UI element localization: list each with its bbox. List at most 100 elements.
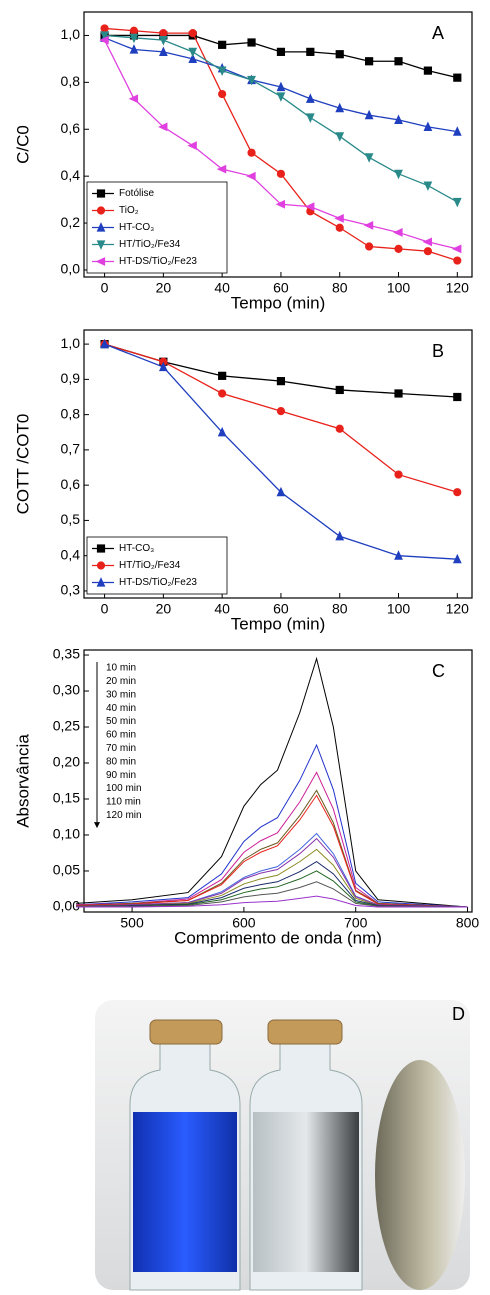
marker: [453, 488, 462, 497]
marker: [453, 392, 462, 402]
legend: HT-CO₃ HT/TiO₂/Fe34 HT-DS/TiO₂/Fe23: [86, 536, 228, 595]
marker: [335, 385, 344, 395]
marker: [100, 24, 109, 33]
marker: [394, 389, 403, 398]
panel-label: C: [432, 661, 445, 681]
marker: [128, 94, 139, 104]
marker: [96, 222, 106, 232]
marker: [453, 256, 462, 265]
marker: [451, 244, 462, 254]
x-tick-label: 40: [214, 280, 230, 296]
marker: [335, 50, 344, 59]
marker: [218, 371, 227, 380]
chart: 0 20 40 60 80 100 120 0,0 0,2 0,4 0,6 0,8 1,0 Tempo (…: [13, 11, 473, 312]
marker: [423, 181, 433, 191]
marker: [96, 189, 106, 198]
y-tick-label: 0,6: [61, 120, 81, 136]
y-tick-label: 0,5: [61, 511, 81, 527]
marker: [217, 426, 227, 437]
x-tick-label: 700: [344, 915, 368, 931]
marker: [158, 46, 168, 56]
x-tick-label: 20: [156, 280, 172, 296]
x-tick-label: 120: [446, 280, 470, 296]
y-tick-label: 0,10: [53, 826, 80, 842]
plot-frame: [83, 11, 473, 278]
x-tick-label: 20: [156, 601, 172, 617]
marker: [246, 171, 256, 181]
y-tick-label: 1,0: [61, 335, 81, 351]
marker: [364, 109, 374, 120]
series-line: [104, 34, 458, 79]
photo: D: [95, 1000, 470, 1291]
marker: [306, 47, 315, 56]
marker: [96, 240, 106, 250]
cork: [149, 1019, 223, 1045]
marker: [100, 31, 109, 41]
marker: [99, 35, 109, 45]
x-tick-label: 60: [273, 601, 289, 617]
x-tick-label: 500: [120, 915, 144, 931]
marker: [217, 66, 227, 77]
marker: [276, 81, 286, 92]
legend-label: 100 min: [106, 783, 142, 794]
marker: [276, 47, 286, 56]
marker: [218, 40, 227, 49]
marker: [129, 33, 139, 44]
marker: [218, 89, 227, 99]
legend-arrowhead: [94, 822, 100, 829]
series-line: [76, 895, 468, 908]
y-tick-label: 0,8: [61, 405, 81, 421]
legend-label: Fotólise: [119, 188, 154, 199]
marker: [129, 26, 139, 35]
legend-label: HT/TiO₂/Fe34: [119, 560, 181, 571]
marker: [335, 132, 345, 142]
legend-label: 10 min: [106, 663, 136, 674]
y-tick-label: 0,35: [53, 646, 80, 662]
legend-label: 90 min: [106, 770, 136, 781]
marker: [276, 92, 286, 102]
marker: [335, 530, 345, 541]
marker: [100, 338, 109, 349]
legend-label: 80 min: [106, 756, 136, 767]
y-tick-label: 0,30: [53, 682, 80, 698]
marker: [365, 57, 374, 66]
series-line: [76, 771, 468, 908]
series-line: [76, 861, 468, 908]
marker: [394, 169, 403, 180]
marker: [129, 44, 139, 54]
marker: [423, 66, 433, 75]
marker: [365, 242, 374, 251]
legend-label: TiO₂: [119, 205, 139, 216]
panel-label: D: [452, 1004, 465, 1024]
x-axis-title: Tempo (min): [231, 293, 325, 312]
marker: [335, 223, 344, 232]
marker: [422, 237, 433, 247]
marker: [247, 148, 256, 157]
marker: [95, 257, 106, 266]
legend-label: 50 min: [106, 716, 136, 727]
marker: [393, 228, 403, 237]
legend-label: 20 min: [106, 676, 136, 687]
marker: [364, 153, 374, 163]
y-tick-label: 0,2: [61, 214, 81, 230]
series-line: [104, 343, 458, 493]
marker: [188, 29, 197, 38]
marker: [304, 202, 315, 212]
series-line: [76, 848, 468, 908]
coin: [375, 1060, 465, 1290]
marker: [363, 221, 374, 230]
plot-frame: [83, 329, 473, 599]
y-axis-title: Absorvância: [13, 734, 32, 828]
y-axis-title: COTT /COT0: [13, 414, 32, 515]
y-tick-label: 0,3: [61, 582, 81, 598]
legend-label: 70 min: [106, 743, 136, 754]
marker: [187, 141, 197, 151]
blue-solution: [133, 1112, 237, 1272]
marker: [453, 73, 462, 82]
marker: [305, 113, 315, 123]
series-line: [76, 881, 468, 908]
marker: [452, 126, 462, 136]
legend: Fotólise TiO₂ HT-CO₃ HT/TiO₂/Fe34 HT-DS/TiO₂…: [86, 181, 228, 274]
cork: [267, 1019, 343, 1045]
y-tick-label: 0,9: [61, 370, 81, 386]
